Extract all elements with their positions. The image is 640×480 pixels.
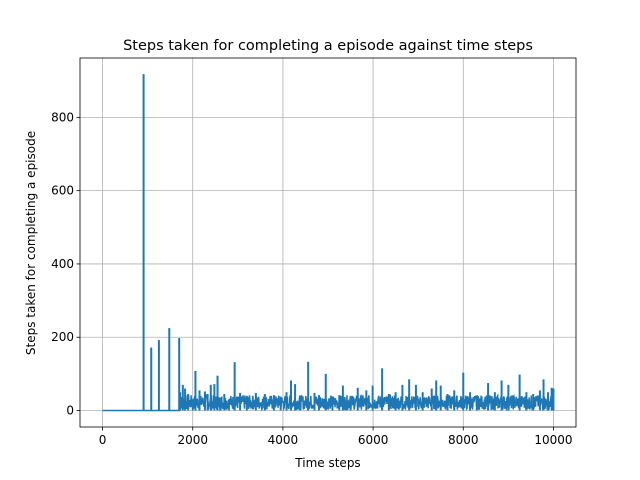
chart-title: Steps taken for completing a episode aga… (123, 38, 533, 54)
x-axis-label: Time steps (294, 456, 360, 470)
x-tick-label: 10000 (534, 433, 572, 447)
x-tick-label: 2000 (177, 433, 208, 447)
y-axis-label: Steps taken for completing a episode (24, 131, 38, 355)
ticks: 0 2000 4000 6000 8000 10000 0 200 400 600 800 (51, 110, 572, 447)
series-layer (102, 74, 555, 412)
plot-area-frame (79, 57, 577, 428)
x-tick-label: 6000 (358, 433, 389, 447)
y-tick-label: 800 (51, 110, 74, 124)
y-tick-label: 600 (51, 184, 74, 198)
x-tick-label: 0 (99, 433, 107, 447)
x-tick-label: 4000 (268, 433, 299, 447)
y-tick-label: 200 (51, 330, 74, 344)
x-tick-label: 8000 (448, 433, 479, 447)
y-tick-label: 400 (51, 257, 74, 271)
grid (80, 58, 576, 427)
y-tick-label: 0 (66, 404, 74, 418)
